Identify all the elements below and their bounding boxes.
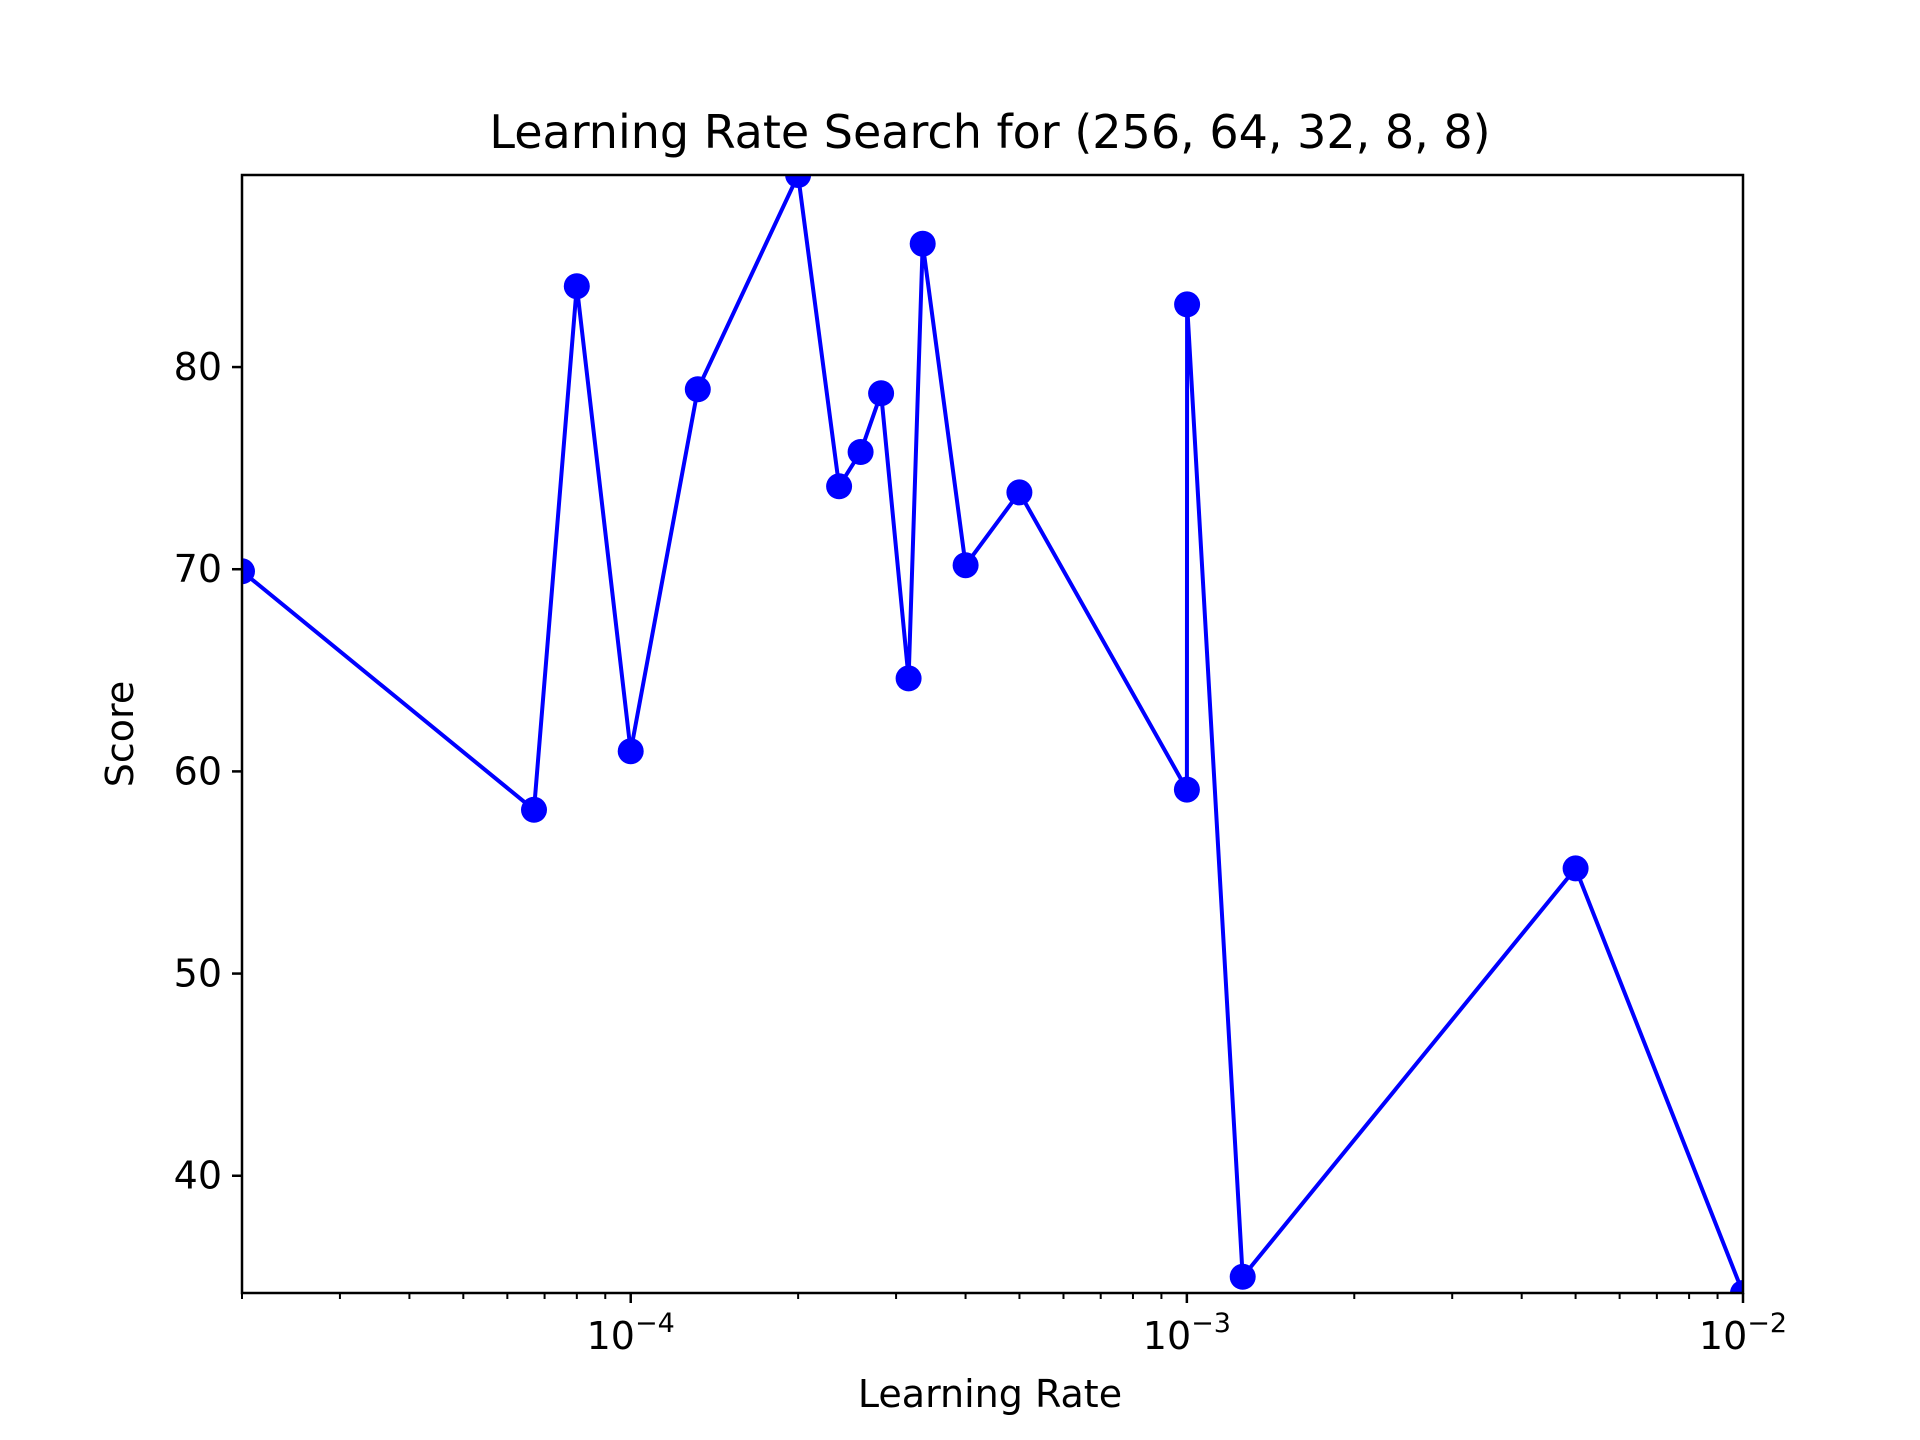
data-point [1174, 291, 1201, 318]
data-point [868, 380, 895, 407]
y-tick-label: 70 [174, 547, 222, 591]
series-line-0 [241, 174, 1744, 1294]
data-point [909, 230, 936, 257]
data-point [563, 273, 590, 300]
y-tick-label: 50 [174, 952, 222, 996]
data-point [1229, 1263, 1256, 1290]
axes-frame [240, 173, 1745, 1295]
x-tick-label: 10−2 [1699, 1308, 1787, 1358]
data-point [1173, 776, 1200, 803]
data-point [847, 439, 874, 465]
data-point [785, 174, 812, 188]
data-point [895, 665, 922, 692]
chart-title: Learning Rate Search for (256, 64, 32, 8… [489, 105, 1490, 159]
data-point [521, 796, 547, 823]
y-tick-label: 60 [174, 749, 222, 793]
data-point [826, 473, 853, 500]
data-point [684, 376, 711, 403]
y-tick-label: 40 [174, 1154, 222, 1198]
series-group [241, 174, 1744, 1294]
x-axis-label: Learning Rate [858, 1372, 1122, 1416]
data-point [1730, 1280, 1744, 1294]
data-point [617, 738, 644, 765]
data-point [952, 552, 979, 579]
y-axis-label: Score [98, 681, 142, 787]
plot-area: 40 50 60 70 80 10−4 10−3 10−2 [174, 173, 1787, 1358]
data-point [241, 558, 255, 585]
data-point [1562, 855, 1589, 882]
x-tick-label: 10−3 [1143, 1308, 1231, 1358]
data-point [1006, 479, 1033, 506]
x-tick-label: 10−4 [587, 1308, 675, 1358]
y-tick-label: 80 [174, 345, 222, 389]
